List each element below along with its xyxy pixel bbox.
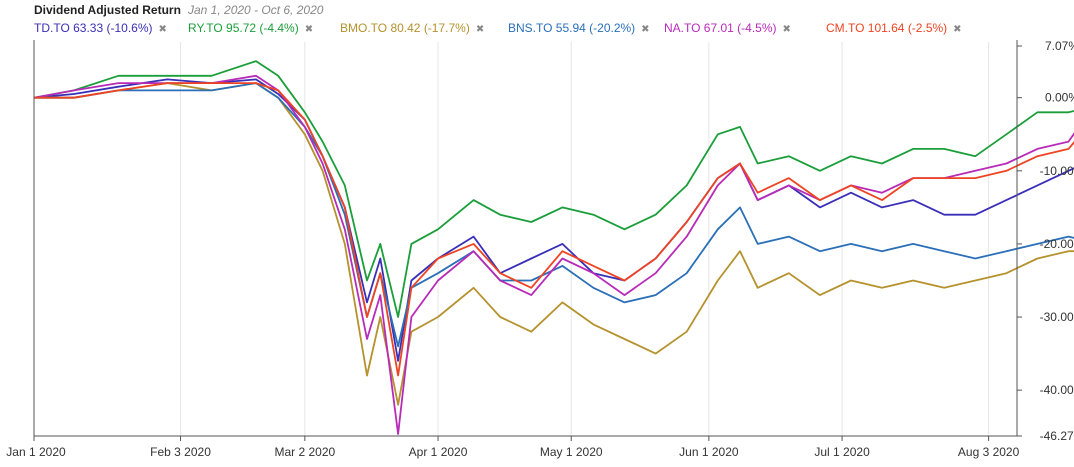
legend: TD.TO 63.33 (-10.6%) ✖ RY.TO 95.72 (-4.4%)… [34,21,962,35]
legend-item-label: NA.TO 67.01 (-4.5%) [664,21,777,35]
y-tick-label: -30.00% [1040,310,1074,324]
x-tick-label: May 1 2020 [540,445,603,459]
series-line [34,82,1074,377]
legend-remove-icon[interactable]: ✖ [953,24,961,35]
legend-remove-icon[interactable]: ✖ [783,24,791,35]
y-tick-label: 0.00% [1045,91,1074,105]
axes [33,40,1018,437]
legend-item-label: TD.TO 63.33 (-10.6%) [34,21,153,35]
x-tick-label: Jun 1 2020 [679,445,739,459]
x-tick-label: Apr 1 2020 [409,445,468,459]
y-tick-label: -10.00% [1040,164,1074,178]
legend-item-label: BNS.TO 55.94 (-20.2%) [508,21,635,35]
legend-remove-icon[interactable]: ✖ [159,24,167,35]
legend-remove-icon[interactable]: ✖ [476,24,484,35]
plot-lines [33,60,1074,435]
y-tick-label: -20.00% [1040,237,1074,251]
series-line [33,74,1074,435]
series-line [33,78,1074,362]
series-line [34,82,1074,406]
chart-subtitle: Jan 1, 2020 - Oct 6, 2020 [187,3,324,17]
legend-remove-icon[interactable]: ✖ [305,24,313,35]
y-tick-label: -46.27% [1040,429,1074,443]
series-line [34,82,1074,348]
x-tick-label: Aug 3 2020 [958,445,1020,459]
x-tick-label: Jul 1 2020 [814,445,870,459]
legend-item-label: CM.TO 101.64 (-2.5%) [826,21,947,35]
x-tick-label: Feb 3 2020 [150,445,211,459]
x-tick-label: Jan 1 2020 [6,445,66,459]
series-line [33,60,1074,318]
legend-remove-icon[interactable]: ✖ [641,24,649,35]
x-axis-ticks: Jan 1 2020 Feb 3 2020 Mar 2 2020 Apr 1 2020… [6,436,1020,459]
y-tick-label: -40.00% [1040,383,1074,397]
legend-item-label: BMO.TO 80.42 (-17.7%) [340,21,470,35]
chart-title: Dividend Adjusted Return [34,3,181,17]
y-axis-ticks: 7.07% 0.00% -10.00% -20.00% -30.00% -40.00% -4… [1017,39,1074,443]
y-tick-label: 7.07% [1045,39,1074,53]
x-tick-label: Mar 2 2020 [274,445,335,459]
legend-item-label: RY.TO 95.72 (-4.4%) [188,21,299,35]
grid [180,42,990,436]
